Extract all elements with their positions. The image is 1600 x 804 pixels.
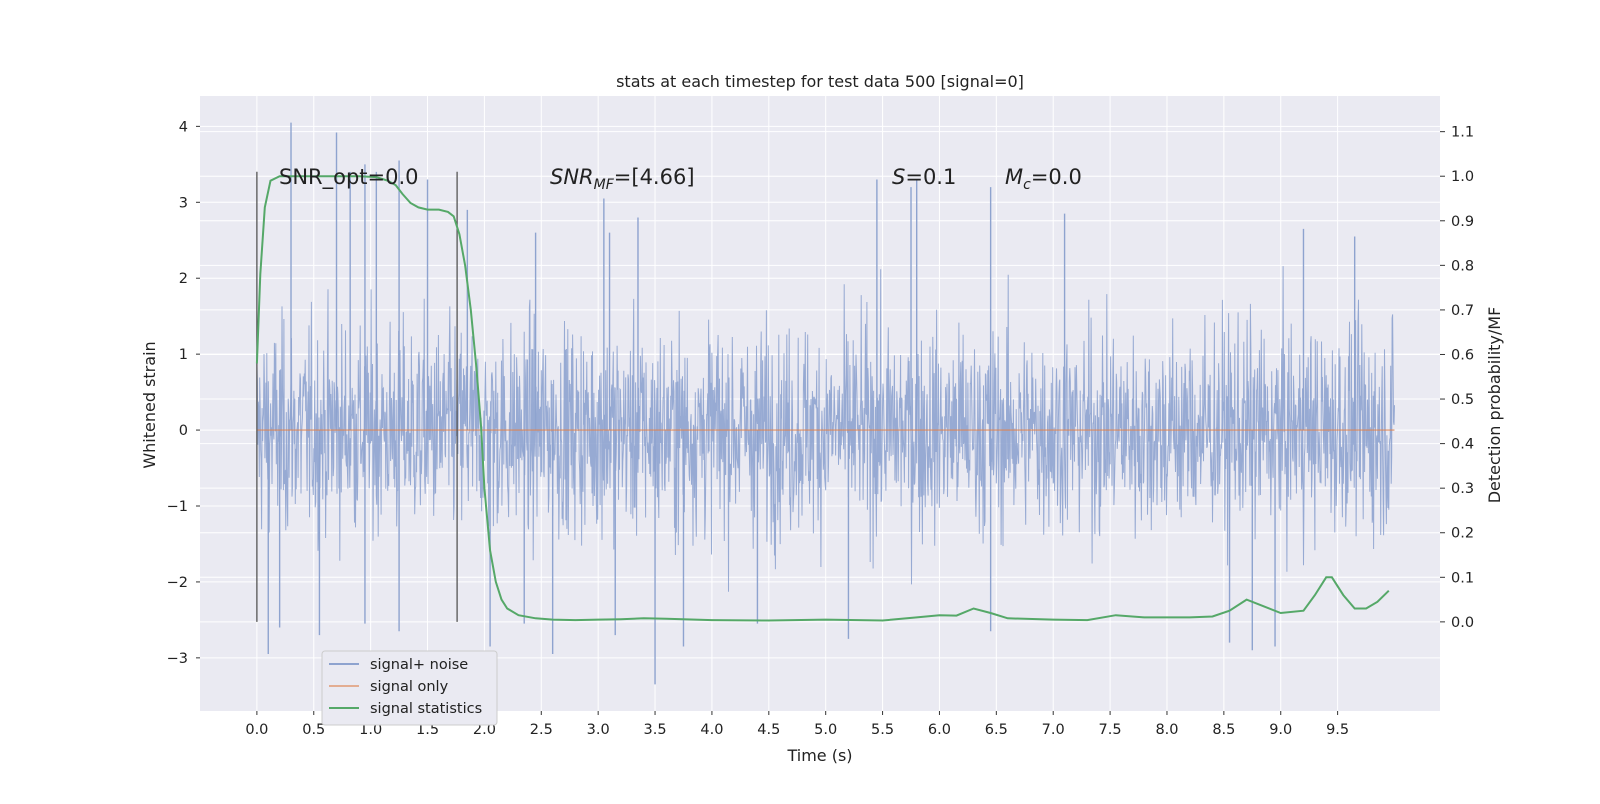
annotation-mc: Mc=0.0 (1005, 165, 1082, 193)
y2-tick-label: 0.3 (1451, 481, 1474, 497)
y-tick-label: 2 (179, 271, 188, 287)
x-tick-label: 3.0 (587, 722, 610, 738)
y2-axis-label: Detection probability/MF (1485, 307, 1504, 504)
y-ticks: −3 −2 −1 0 1 2 3 4 (167, 119, 200, 667)
x-tick-label: 2.5 (530, 722, 553, 738)
legend-label-signal: signal only (370, 679, 449, 695)
annotation-s: S=0.1 (892, 165, 956, 189)
x-tick-label: 4.0 (700, 722, 723, 738)
x-tick-label: 3.5 (644, 722, 667, 738)
y-tick-label: 3 (179, 195, 188, 211)
x-axis-label: Time (s) (786, 746, 852, 765)
y-tick-label: 0 (179, 423, 188, 439)
x-tick-label: 8.0 (1155, 722, 1178, 738)
x-tick-label: 5.5 (871, 722, 894, 738)
y2-tick-label: 0.5 (1451, 392, 1474, 408)
x-tick-label: 7.0 (1042, 722, 1065, 738)
legend-label-noise: signal+ noise (370, 657, 468, 673)
y2-tick-label: 0.1 (1451, 570, 1474, 586)
y2-tick-label: 0.0 (1451, 615, 1474, 631)
y-tick-label: −1 (167, 499, 188, 515)
legend-box (321, 650, 498, 726)
x-tick-label: 4.5 (757, 722, 780, 738)
y2-tick-label: 1.1 (1451, 125, 1474, 141)
series-signal-statistics-line (255, 175, 1390, 622)
annotation-mc-sub: c (1023, 177, 1031, 193)
y-tick-label: 1 (179, 347, 188, 363)
y2-tick-label: 0.2 (1451, 526, 1474, 542)
y2-tick-label: 1.0 (1451, 169, 1474, 185)
x-tick-label: 5.0 (814, 722, 837, 738)
y2-tick-label: 0.4 (1451, 437, 1474, 453)
x-tick-label: 6.0 (928, 722, 951, 738)
x-tick-label: 8.5 (1212, 722, 1235, 738)
annotation-mc-value: =0.0 (1031, 165, 1082, 189)
y2-ticks: 0.0 0.1 0.2 0.3 0.4 0.5 0.6 0.7 0.8 0.9 1.0 1.1 (1440, 125, 1474, 631)
annotation-snr-mf-sub: MF (594, 177, 615, 193)
annotation-s-main: S (892, 165, 905, 189)
y2-tick-label: 0.8 (1451, 258, 1474, 274)
x-tick-label: 7.5 (1099, 722, 1122, 738)
legend-label-stats: signal statistics (370, 701, 482, 717)
chart-title: stats at each timestep for test data 500… (616, 72, 1024, 91)
y-axis-label: Whitened strain (140, 341, 159, 468)
x-tick-label: 1.0 (359, 722, 382, 738)
y-tick-label: 4 (179, 119, 188, 135)
y-tick-label: −2 (167, 575, 188, 591)
x-tick-label: 0.0 (245, 722, 268, 738)
annotation-s-value: =0.1 (905, 165, 956, 189)
x-tick-label: 1.5 (416, 722, 439, 738)
y-tick-label: −3 (167, 651, 188, 667)
x-tick-label: 6.5 (985, 722, 1008, 738)
x-tick-label: 9.0 (1269, 722, 1292, 738)
x-tick-label: 9.5 (1326, 722, 1349, 738)
annotation-mc-main: M (1005, 165, 1023, 189)
legend: signal+ noise signal only signal statist… (321, 650, 498, 726)
annotation-snr-mf: SNRMF=[4.66] (550, 165, 695, 193)
x-tick-label: 0.5 (302, 722, 325, 738)
y2-tick-label: 0.9 (1451, 214, 1474, 230)
x-ticks: 0.0 0.5 1.0 1.5 2.0 2.5 3.0 3.5 4.0 4.5 5.0 5.5 6.0 6… (245, 711, 1349, 738)
y2-tick-label: 0.6 (1451, 347, 1474, 363)
annotation-snr-mf-main: SNR (550, 165, 594, 189)
stats-series-layer (255, 175, 1390, 622)
annotation-snr-opt: SNR_opt=0.0 (279, 165, 419, 190)
noise-series-layer (256, 122, 1395, 685)
series-signal-noise-line (256, 266, 1395, 592)
annotation-snr-mf-value: =[4.66] (614, 165, 695, 189)
y2-tick-label: 0.7 (1451, 303, 1474, 319)
marker-layer (256, 171, 458, 622)
x-tick-label: 2.0 (473, 722, 496, 738)
